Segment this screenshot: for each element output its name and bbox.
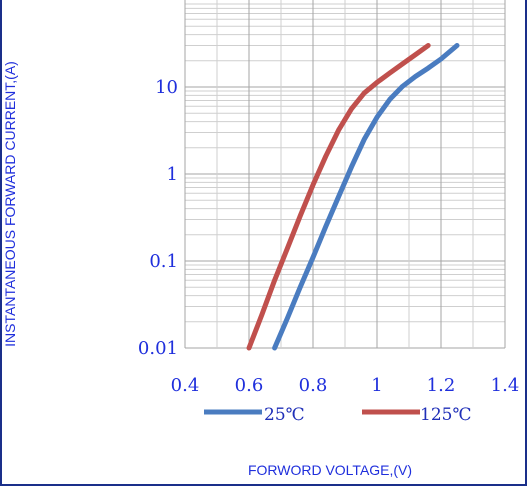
x-tick-labels: 0.4 0.6 0.8 1 1.2 1.4 (171, 375, 520, 396)
x-tick-label: 1 (371, 375, 382, 396)
series-lines (246, 43, 460, 351)
x-axis-label: FORWORD VOLTAGE,(V) (248, 462, 412, 478)
legend-label-125c: 125℃ (420, 405, 471, 425)
x-tick-label: 1.4 (491, 375, 520, 396)
y-tick-labels: 0.01 0.1 1 10 (138, 77, 178, 359)
y-axis-label: INSTANTANEOUS FORWARD CURRENT,(A) (2, 61, 18, 347)
y-tick-label: 10 (155, 77, 178, 98)
grid (184, 0, 506, 349)
series-line-0 (272, 43, 460, 351)
x-tick-label: 0.8 (299, 375, 328, 396)
series-line-1 (246, 43, 431, 351)
y-tick-label: 1 (167, 164, 178, 185)
y-tick-label: 0.01 (138, 338, 178, 359)
x-tick-label: 0.6 (235, 375, 264, 396)
legend-label-25c: 25℃ (264, 405, 305, 425)
x-tick-label: 1.2 (427, 375, 456, 396)
x-tick-label: 0.4 (171, 375, 200, 396)
y-tick-label: 0.1 (149, 251, 178, 272)
legend: 25℃ 125℃ (204, 405, 471, 425)
